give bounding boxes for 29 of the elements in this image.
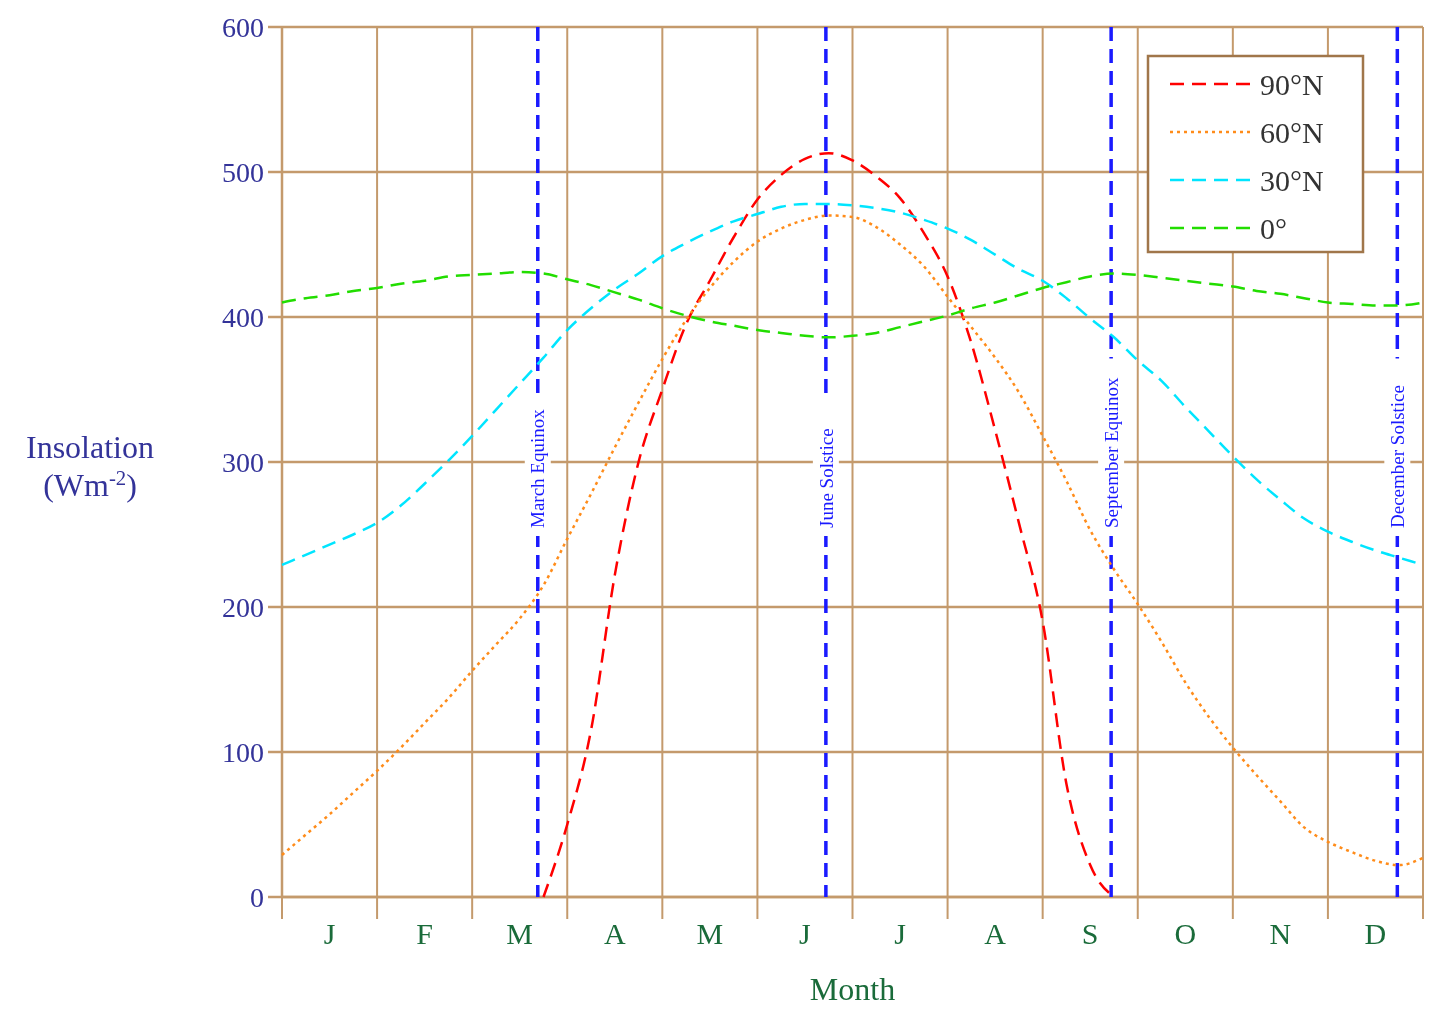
- x-tick-label: A: [984, 917, 1007, 950]
- legend-label: 60°N: [1260, 115, 1324, 149]
- x-tick-label: J: [799, 917, 812, 950]
- x-tick-label: N: [1269, 917, 1292, 950]
- x-tick-label: J: [323, 917, 336, 950]
- y-tick-label: 600: [222, 11, 264, 43]
- annotation: September Equinox: [1100, 377, 1122, 528]
- x-tick-label: O: [1174, 917, 1197, 950]
- x-tick-label: M: [506, 917, 534, 950]
- y-tick-label: 0: [250, 881, 264, 913]
- y-tick-label: 300: [222, 446, 264, 478]
- annotation: March Equinox: [527, 408, 549, 528]
- y-tick-label: 400: [222, 301, 264, 333]
- legend-label: 30°N: [1260, 163, 1324, 197]
- legend-label: 0°: [1260, 211, 1287, 245]
- x-tick-label: M: [696, 917, 724, 950]
- x-tick-label: A: [603, 917, 626, 950]
- x-tick-label: D: [1364, 917, 1387, 950]
- x-axis-title: Month: [809, 971, 896, 1007]
- x-tick-label: F: [416, 917, 433, 950]
- y-tick-label: 500: [222, 156, 264, 188]
- y-tick-label: 100: [222, 736, 264, 768]
- y-tick-label: 200: [222, 591, 264, 623]
- annotation: June Solstice: [815, 428, 837, 528]
- y-axis-title: Insolation (Wm$^{-2}$): [26, 429, 154, 504]
- x-tick-label: J: [894, 917, 907, 950]
- legend-label: 90°N: [1260, 67, 1324, 101]
- x-tick-label: S: [1081, 917, 1099, 950]
- annotation: December Solstice: [1386, 385, 1408, 528]
